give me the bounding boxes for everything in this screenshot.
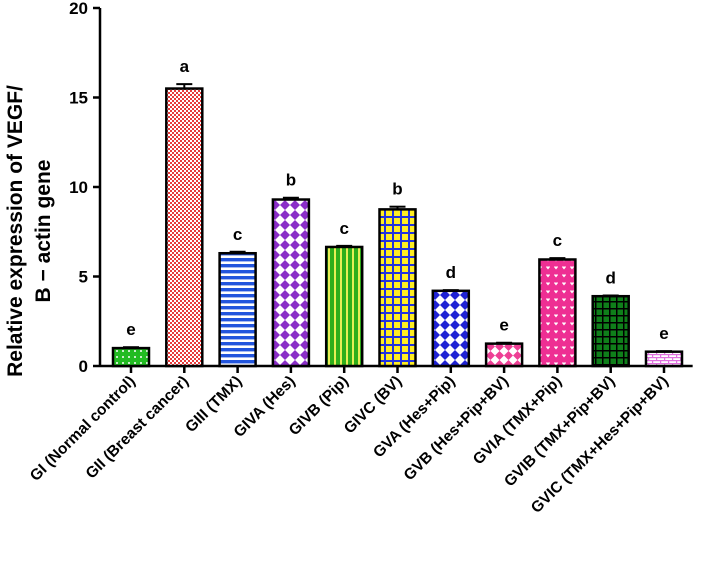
bar-4 — [271, 198, 311, 368]
bar-8 — [484, 342, 524, 368]
significance-label: d — [606, 268, 616, 287]
category-label: GI (Normal control) — [27, 373, 139, 485]
bar-1 — [111, 346, 151, 368]
significance-label: e — [499, 316, 508, 335]
significance-label: b — [286, 171, 296, 190]
significance-label: c — [553, 231, 562, 250]
significance-label: a — [180, 57, 190, 76]
y-axis-title-line1: Relative expression of VEGF/ — [4, 85, 27, 377]
significance-label: d — [446, 263, 456, 282]
y-tick-label: 10 — [69, 178, 88, 197]
bar-5 — [324, 245, 364, 368]
bar-9 — [538, 258, 577, 368]
y-tick-label: 0 — [79, 357, 88, 376]
significance-label: e — [126, 320, 135, 339]
bar-11 — [644, 350, 684, 368]
bar-6 — [378, 208, 417, 368]
bar-7 — [431, 289, 471, 368]
bar-2 — [165, 87, 204, 368]
bar-10 — [591, 294, 630, 368]
bar-3 — [218, 251, 257, 368]
category-label: GVIA (TMX+Pip) — [470, 373, 565, 468]
significance-label: e — [659, 324, 668, 343]
significance-label: c — [233, 225, 242, 244]
y-tick-label: 5 — [79, 268, 88, 287]
category-label: GII (Breast cancer) — [83, 373, 192, 482]
y-tick-label: 15 — [69, 89, 88, 108]
significance-label: c — [339, 219, 348, 238]
y-tick-label: 20 — [69, 0, 88, 18]
y-axis-title-line2: B − actin gene — [32, 160, 55, 303]
significance-label: b — [392, 180, 402, 199]
bars — [111, 83, 684, 368]
category-label: GVB (Hes+Pip+BV) — [401, 373, 512, 484]
